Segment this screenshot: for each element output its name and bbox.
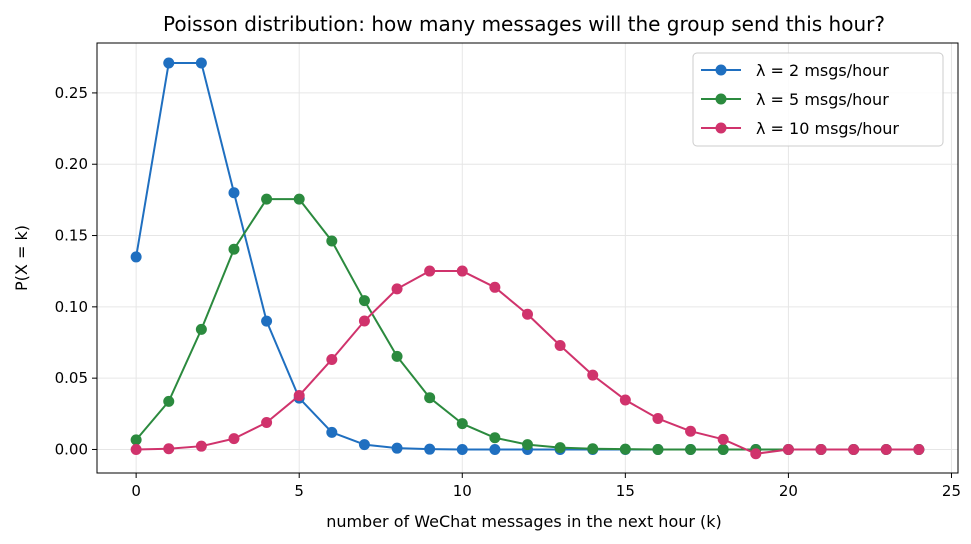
series-2 xyxy=(130,193,925,455)
data-point xyxy=(652,443,664,455)
data-point xyxy=(782,443,794,455)
data-point xyxy=(489,281,501,293)
chart-title: Poisson distribution: how many messages … xyxy=(163,12,885,36)
y-tick-label: 0.25 xyxy=(55,84,88,102)
plot-frame xyxy=(96,42,959,474)
data-point xyxy=(293,390,305,402)
grid xyxy=(97,43,958,473)
data-point xyxy=(554,339,566,351)
data-point xyxy=(228,433,240,445)
axes: 0 5 10 15 20 25 0.00 0.05 0.10 0.15 0.20 0.25 xyxy=(55,42,961,500)
legend-entry: λ = 10 msgs/hour xyxy=(701,119,899,138)
legend: λ = 2 msgs/hour λ = 5 msgs/hour λ = 10 msg… xyxy=(692,52,944,147)
data-point xyxy=(261,417,273,429)
data-point xyxy=(261,315,273,327)
data-point xyxy=(195,57,207,69)
legend-marker xyxy=(715,93,727,105)
x-tick-label: 0 xyxy=(131,482,141,500)
data-point xyxy=(913,443,925,455)
data-point xyxy=(685,425,697,437)
data-point xyxy=(195,440,207,452)
y-tick-label: 0.20 xyxy=(55,155,88,173)
series-layer xyxy=(130,57,925,460)
data-point xyxy=(261,193,273,205)
data-point xyxy=(326,353,338,365)
data-point xyxy=(163,443,175,455)
y-axis-label: P(X = k) xyxy=(12,225,31,291)
legend-entry: λ = 2 msgs/hour xyxy=(701,61,889,80)
data-point xyxy=(587,369,599,381)
data-point xyxy=(130,251,142,263)
data-point xyxy=(228,187,240,199)
data-point xyxy=(750,448,762,460)
series-3 xyxy=(130,265,925,460)
data-point xyxy=(163,57,175,69)
data-point xyxy=(489,432,501,444)
legend-label: λ = 2 msgs/hour xyxy=(756,61,889,80)
legend-marker xyxy=(715,64,727,76)
data-point xyxy=(717,433,729,445)
data-point xyxy=(685,443,697,455)
x-tick-label: 5 xyxy=(294,482,304,500)
y-tick-label: 0.05 xyxy=(55,369,88,387)
data-point xyxy=(717,443,729,455)
x-axis-label: number of WeChat messages in the next ho… xyxy=(326,512,722,531)
y-tick-label: 0.10 xyxy=(55,298,88,316)
data-point xyxy=(358,315,370,327)
data-point xyxy=(880,443,892,455)
data-point xyxy=(456,265,468,277)
data-point xyxy=(424,443,436,455)
data-point xyxy=(424,392,436,404)
data-point xyxy=(326,235,338,247)
data-point xyxy=(619,394,631,406)
y-tick-label: 0.00 xyxy=(55,440,88,458)
data-point xyxy=(391,283,403,295)
data-point xyxy=(652,413,664,425)
data-point xyxy=(293,193,305,205)
legend-label: λ = 5 msgs/hour xyxy=(756,90,889,109)
data-point xyxy=(815,443,827,455)
data-point xyxy=(130,443,142,455)
data-point xyxy=(848,443,860,455)
data-point xyxy=(424,265,436,277)
y-tick-label: 0.15 xyxy=(55,227,88,245)
x-tick-label: 20 xyxy=(779,482,798,500)
x-tick-label: 10 xyxy=(453,482,472,500)
data-point xyxy=(195,323,207,335)
data-point xyxy=(554,442,566,454)
data-point xyxy=(228,243,240,255)
data-point xyxy=(391,442,403,454)
data-point xyxy=(522,439,533,451)
data-point xyxy=(456,418,468,430)
legend-marker xyxy=(715,122,727,134)
data-point xyxy=(163,395,175,407)
data-point xyxy=(358,295,370,307)
legend-label: λ = 10 msgs/hour xyxy=(756,119,899,138)
data-point xyxy=(522,308,533,320)
series-line xyxy=(136,270,919,455)
data-point xyxy=(489,443,501,455)
legend-entry: λ = 5 msgs/hour xyxy=(701,90,889,109)
data-point xyxy=(587,443,599,455)
data-point xyxy=(358,439,370,451)
x-tick-label: 25 xyxy=(942,482,961,500)
legend-box xyxy=(692,52,944,147)
series-line xyxy=(135,198,919,451)
data-point xyxy=(456,443,468,455)
data-point xyxy=(619,443,631,455)
data-point xyxy=(326,426,338,438)
data-point xyxy=(130,434,142,446)
x-tick-label: 15 xyxy=(616,482,635,500)
data-point xyxy=(391,350,403,362)
